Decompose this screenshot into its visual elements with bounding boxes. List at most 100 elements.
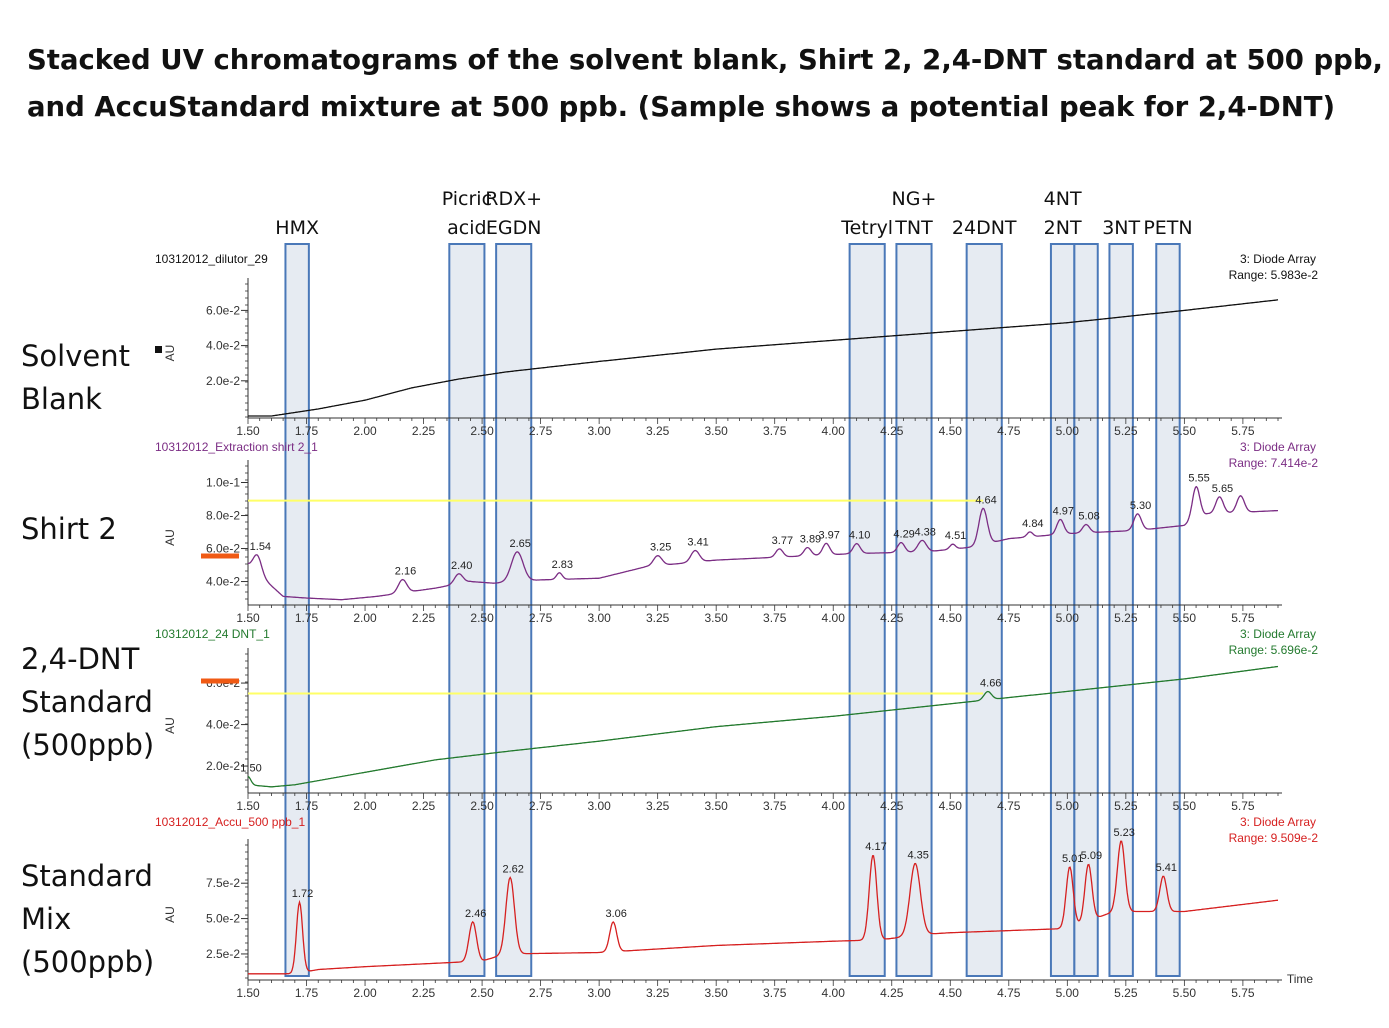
trace-line bbox=[248, 299, 1279, 417]
peak-label: 3.25 bbox=[650, 542, 671, 554]
range-label: Range: 9.509e-2 bbox=[1229, 831, 1319, 845]
trace-line bbox=[247, 665, 1279, 788]
x-tick-label: 1.75 bbox=[295, 799, 319, 813]
compound-window-label: 3NT bbox=[1102, 217, 1140, 239]
compound-window-label: acid bbox=[447, 217, 486, 239]
x-tick-label: 3.00 bbox=[587, 611, 611, 625]
compound-window-label: 24DNT bbox=[952, 217, 1017, 239]
peak-label: 4.38 bbox=[914, 526, 935, 538]
detector-label: 3: Diode Array bbox=[1240, 815, 1316, 829]
peak-label: 2.83 bbox=[552, 559, 573, 571]
x-tick-label: 2.00 bbox=[353, 986, 377, 1000]
compound-window-8 bbox=[1108, 243, 1134, 977]
x-tick-label: 4.25 bbox=[880, 611, 904, 625]
x-tick-label: 4.25 bbox=[880, 986, 904, 1000]
x-tick-label: 3.25 bbox=[646, 986, 670, 1000]
y-tick-label: 6.0e-2 bbox=[206, 303, 240, 317]
x-tick-label: 3.25 bbox=[646, 611, 670, 625]
peak-label: 2.46 bbox=[465, 908, 486, 920]
x-tick-label: 3.50 bbox=[705, 611, 729, 625]
x-tick-label: 4.75 bbox=[997, 424, 1021, 438]
panel-label-line: Solvent bbox=[21, 339, 130, 373]
peak-label: 5.30 bbox=[1130, 500, 1151, 512]
x-tick-label: 4.00 bbox=[822, 799, 846, 813]
x-tick-label: 5.25 bbox=[1114, 424, 1138, 438]
peak-label: 5.41 bbox=[1156, 862, 1177, 874]
peak-label: 2.62 bbox=[502, 863, 523, 875]
x-tick-label: 5.00 bbox=[1056, 424, 1080, 438]
peak-label: 3.89 bbox=[800, 534, 821, 546]
y-tick-label: 1.0e-1 bbox=[206, 476, 240, 490]
range-label: Range: 7.414e-2 bbox=[1229, 456, 1319, 470]
x-tick-label: 5.00 bbox=[1056, 799, 1080, 813]
trace-line bbox=[247, 485, 1278, 601]
compound-window-label: Tetryl bbox=[840, 217, 893, 239]
panel-label-line: Blank bbox=[21, 382, 102, 416]
x-tick-label: 3.75 bbox=[763, 611, 787, 625]
trace-name: 10312012_Extraction shirt 2_1 bbox=[155, 440, 318, 454]
panel-label-line: (500ppb) bbox=[21, 945, 155, 979]
x-tick-label: 5.50 bbox=[1173, 799, 1197, 813]
y-axis-label: AU bbox=[163, 906, 177, 923]
x-tick-label: 2.75 bbox=[529, 799, 553, 813]
x-tick-label: 4.50 bbox=[939, 424, 963, 438]
compound-window-label: 2NT bbox=[1044, 217, 1082, 239]
x-tick-label: 5.50 bbox=[1173, 424, 1197, 438]
compound-window-label: TNT bbox=[894, 217, 933, 239]
x-tick-label: 3.00 bbox=[587, 986, 611, 1000]
x-tick-label: 2.50 bbox=[470, 799, 494, 813]
range-label: Range: 5.983e-2 bbox=[1229, 268, 1319, 282]
peak-label: 4.66 bbox=[980, 678, 1001, 690]
x-tick-label: 5.25 bbox=[1114, 986, 1138, 1000]
peak-label: 4.64 bbox=[975, 494, 996, 506]
x-tick-label: 5.75 bbox=[1231, 986, 1255, 1000]
y-tick-label: 2.0e-2 bbox=[206, 374, 240, 388]
peak-label: 2.65 bbox=[509, 538, 530, 550]
x-tick-label: 4.75 bbox=[997, 986, 1021, 1000]
panel-label-line: (500ppb) bbox=[21, 728, 155, 762]
peak-label: 3.97 bbox=[818, 529, 839, 541]
x-tick-label: 3.50 bbox=[705, 799, 729, 813]
x-tick-label: 4.75 bbox=[997, 611, 1021, 625]
compound-window-label: 4NT bbox=[1044, 188, 1082, 210]
detector-label: 3: Diode Array bbox=[1240, 252, 1316, 266]
compound-window-6 bbox=[1049, 243, 1076, 977]
y-tick-label: 8.0e-2 bbox=[206, 509, 240, 523]
y-axis-label: AU bbox=[163, 345, 177, 362]
panel-label-solvent-blank: Solvent Blank bbox=[21, 335, 130, 421]
x-tick-label: 3.75 bbox=[763, 424, 787, 438]
y-tick-label: 4.0e-2 bbox=[206, 718, 240, 732]
panel-label-line: 2,4-DNT bbox=[21, 642, 140, 676]
x-tick-label: 4.00 bbox=[822, 986, 846, 1000]
x-tick-label: 1.75 bbox=[295, 986, 319, 1000]
x-tick-label: 2.50 bbox=[470, 611, 494, 625]
peak-label: 2.16 bbox=[395, 566, 416, 578]
y-tick-label: 4.0e-2 bbox=[206, 575, 240, 589]
x-tick-label: 3.00 bbox=[587, 424, 611, 438]
x-tick-label: 3.25 bbox=[646, 799, 670, 813]
trace-name: 10312012_dilutor_29 bbox=[155, 252, 268, 266]
peak-label: 3.41 bbox=[687, 537, 708, 549]
peak-label: 5.01 bbox=[1062, 853, 1083, 865]
x-tick-label: 5.50 bbox=[1173, 611, 1197, 625]
detector-label: 3: Diode Array bbox=[1240, 627, 1316, 641]
x-tick-label: 4.25 bbox=[880, 424, 904, 438]
x-tick-label: 5.25 bbox=[1114, 611, 1138, 625]
compound-window-7 bbox=[1073, 243, 1099, 977]
trace-name: 10312012_Accu_500 ppb_1 bbox=[155, 815, 305, 829]
x-tick-label: 4.25 bbox=[880, 799, 904, 813]
panel-label-line: Standard bbox=[21, 859, 153, 893]
x-tick-label: 5.75 bbox=[1231, 799, 1255, 813]
x-tick-label: 4.00 bbox=[822, 611, 846, 625]
y-axis-label: AU bbox=[163, 717, 177, 734]
x-tick-label: 4.50 bbox=[939, 986, 963, 1000]
x-tick-label: 1.50 bbox=[236, 986, 260, 1000]
panel-label-standard-mix: Standard Mix (500ppb) bbox=[21, 855, 154, 984]
compound-window-label: RDX+ bbox=[485, 188, 542, 210]
compound-window-1 bbox=[448, 243, 486, 977]
peak-label: 4.97 bbox=[1053, 505, 1074, 517]
title-line-2: and AccuStandard mixture at 500 ppb. (Sa… bbox=[27, 91, 1336, 123]
compound-window-label: HMX bbox=[275, 217, 319, 239]
compound-window-5 bbox=[965, 243, 1003, 977]
